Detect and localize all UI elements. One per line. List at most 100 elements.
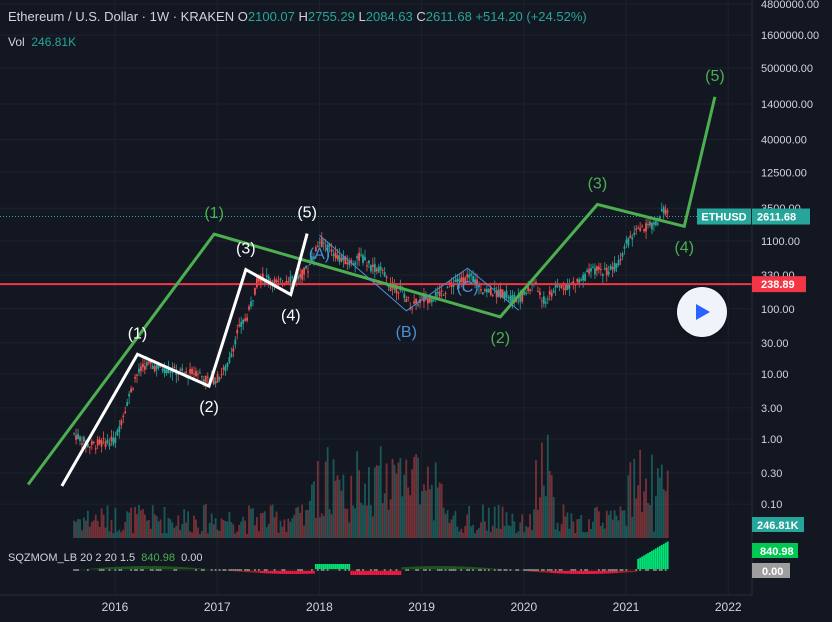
indicator-bar [254, 570, 256, 573]
volume-bar [358, 470, 361, 538]
squeeze-dot [112, 569, 115, 571]
volume-bar [379, 446, 382, 538]
indicator-bar [279, 570, 282, 574]
volume-value: 246.81K [31, 35, 77, 49]
volume-bar [519, 522, 522, 538]
candle-body [140, 366, 142, 371]
squeeze-dot [417, 569, 419, 571]
squeeze-dot [222, 569, 225, 571]
indicator-bar [660, 545, 663, 570]
volume-bar [539, 497, 541, 538]
candle-body [320, 238, 323, 248]
candle-body [96, 439, 99, 446]
indicator-bar [261, 570, 264, 574]
volume-bar [472, 524, 474, 538]
squeeze-dot [126, 569, 129, 571]
squeeze-dot [480, 569, 482, 571]
y-tick-label: 100.00 [761, 304, 795, 316]
ethusd-label-badge [697, 208, 751, 225]
squeeze-dot [607, 569, 610, 571]
squeeze-dot [393, 569, 396, 571]
indicator-bar [568, 570, 571, 574]
ethusd-label-text: ETHUSD [701, 212, 746, 224]
squeeze-dot [236, 569, 239, 571]
indicator-bar [395, 570, 398, 575]
candle-body [548, 290, 551, 295]
wave-green-label: (4) [674, 239, 694, 256]
candle-body [544, 301, 547, 304]
indicator-badge-1 [752, 543, 798, 558]
candle-body [509, 295, 512, 302]
candle-body [656, 223, 659, 225]
indicator-bar [295, 570, 298, 574]
candle-body [173, 366, 176, 368]
squeeze-dot [307, 569, 309, 571]
candle-body [98, 439, 101, 444]
squeeze-dot [527, 569, 530, 571]
symbol-title[interactable]: Ethereum / U.S. Dollar · 1W · KRAKEN [8, 9, 235, 24]
candle-body [601, 274, 604, 277]
candle-body [261, 273, 264, 280]
squeeze-dot [312, 569, 315, 571]
candle-body [519, 292, 522, 302]
volume-bar [312, 481, 315, 538]
indicator-bar [637, 558, 640, 570]
squeeze-dot [179, 569, 182, 571]
candle-body [83, 436, 85, 442]
candle-body [468, 274, 471, 278]
candle-body [462, 277, 465, 285]
volume-bar [572, 521, 575, 538]
candle-body [377, 266, 380, 273]
volume-bar [489, 532, 492, 538]
squeeze-dot [430, 569, 433, 571]
indicator-bar [572, 570, 575, 574]
candle-body [525, 292, 528, 294]
indicator-bar [143, 566, 146, 570]
indicator-legend[interactable]: SQZMOM_LB 20 2 20 1.5 840.98 0.00 [8, 552, 203, 564]
volume-bar [366, 505, 368, 538]
indicator-bar [297, 570, 300, 574]
candle-body [407, 297, 410, 299]
squeeze-dot [364, 569, 366, 571]
squeeze-dot [542, 569, 545, 571]
squeeze-dot [285, 569, 288, 571]
volume-legend[interactable]: Vol 246.81K [8, 35, 76, 49]
squeeze-dot [442, 569, 445, 571]
squeeze-dot [159, 569, 162, 571]
candle-body [588, 269, 590, 274]
volume-bar [478, 528, 480, 538]
candle-body [202, 379, 205, 382]
indicator-bar [456, 566, 459, 570]
volume-bar [540, 442, 543, 538]
play-button[interactable] [677, 287, 727, 337]
indicator-bar [246, 570, 248, 573]
volume-bar [177, 515, 180, 538]
candle-body [181, 368, 184, 371]
wave-white-label: (5) [297, 205, 317, 222]
indicator-bar [263, 570, 266, 574]
indicator-bar [336, 564, 339, 570]
candle-body [633, 232, 636, 235]
squeeze-dot [86, 569, 89, 571]
volume-bar [446, 510, 449, 538]
volume-bar [218, 530, 221, 538]
candle-body [387, 285, 390, 288]
volume-histogram [73, 434, 669, 538]
candle-body [167, 367, 170, 374]
volume-bar [373, 467, 376, 538]
candle-body [88, 446, 91, 448]
candle-body [483, 289, 486, 292]
volume-bar [132, 533, 134, 538]
volume-bar [542, 485, 545, 538]
candle-body [106, 439, 109, 443]
volume-bar [381, 503, 384, 538]
volume-bar [309, 500, 311, 538]
squeeze-dot [505, 569, 508, 571]
squeeze-dot [108, 569, 111, 571]
squeeze-dot [428, 569, 431, 571]
volume-bar [423, 484, 425, 538]
candle-body [230, 353, 233, 358]
volume-bar [460, 528, 463, 538]
squeeze-dot [309, 569, 311, 571]
